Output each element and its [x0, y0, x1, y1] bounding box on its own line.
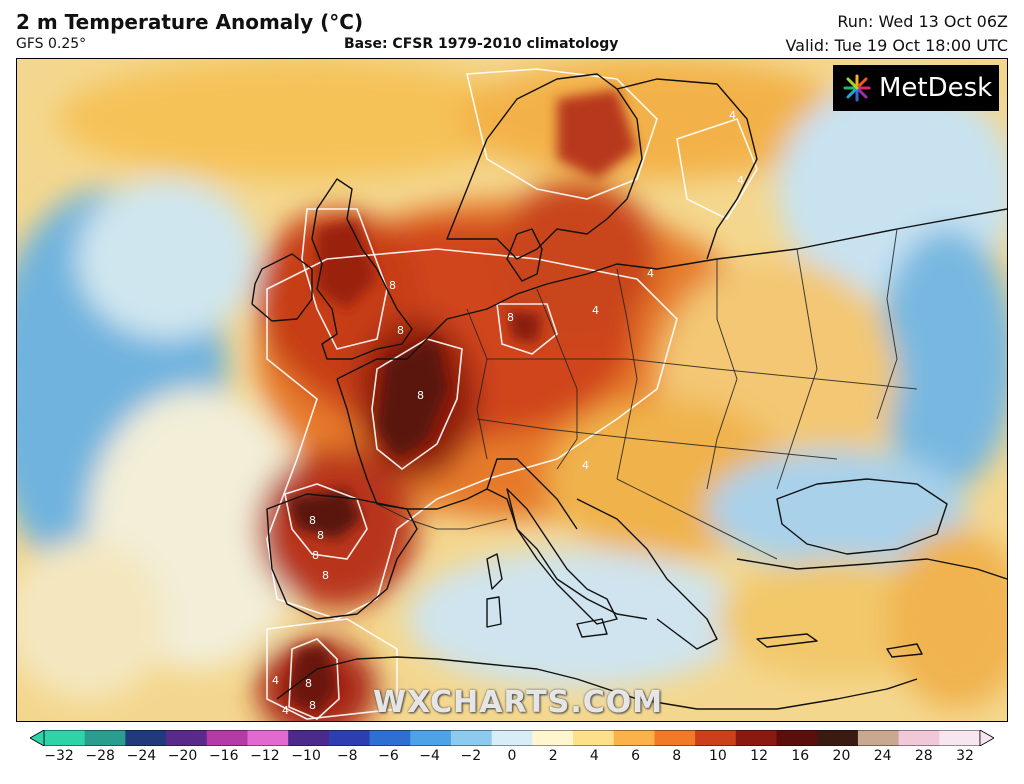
contour-label: 4	[647, 267, 654, 280]
contour-label: 4	[729, 109, 736, 122]
colorbar-tick-label: −8	[336, 748, 358, 764]
contour-label: 8	[312, 549, 319, 562]
colorbar-tick-label: −6	[378, 748, 399, 764]
country-borders	[376, 228, 918, 560]
colorbar-tick-label: −20	[167, 748, 198, 764]
metdesk-logo-text: MetDesk	[879, 73, 993, 103]
colorbar-tick-label: −4	[419, 748, 440, 764]
contour-labels: 8 8 8 8 8 8 8 8 8 8 4 4 4 4 4 4 4	[272, 109, 744, 717]
contour-label: 8	[507, 311, 514, 324]
colorbar-segment	[450, 730, 493, 746]
colorbar-segment	[247, 730, 289, 746]
contour-label: 4	[272, 674, 279, 687]
contour-label: 8	[322, 569, 329, 582]
run-time-label: Run: Wed 13 Oct 06Z	[837, 12, 1008, 31]
colorbar-segment	[44, 730, 86, 746]
wxcharts-watermark: WXCHARTS.COM	[373, 685, 664, 720]
colorbar-segment	[532, 730, 574, 746]
contour-label: 8	[305, 677, 312, 690]
valid-time-label: Valid: Tue 19 Oct 18:00 UTC	[785, 36, 1008, 55]
contour-label: 8	[317, 529, 324, 542]
colorbar-tick-label: −10	[291, 748, 321, 764]
colorbar-tick-label: 20	[832, 748, 851, 764]
chart-title: 2 m Temperature Anomaly (°C)	[16, 10, 364, 34]
metdesk-logo: MetDesk	[833, 65, 999, 111]
colorbar-segment	[654, 730, 696, 746]
contour-label: 8	[389, 279, 396, 292]
colorbar-legend: −32 −28 −24 −20 −16 −12 −10 −8 −6 −4 −2 0 2 4 6 8 10 12 16…	[30, 730, 994, 784]
model-label: GFS 0.25°	[16, 36, 87, 52]
coastlines	[251, 73, 1007, 710]
contour-label: 4	[737, 174, 744, 187]
contour-label: 8	[417, 389, 424, 402]
colorbar-tick-label: 0	[507, 748, 517, 764]
colorbar-tick-label: −28	[85, 748, 115, 764]
colorbar-segment	[410, 730, 452, 746]
colorbar-tick-label: 6	[631, 748, 640, 764]
colorbar-segment	[735, 730, 778, 746]
base-climatology-label: Base: CFSR 1979-2010 climatology	[344, 36, 619, 52]
colorbar-segment	[369, 730, 411, 746]
contour-label: 4	[282, 704, 289, 717]
colorbar-segment	[939, 730, 981, 746]
contour-label: 8	[309, 699, 316, 712]
anomaly-contours	[266, 68, 758, 720]
colorbar-segment	[491, 730, 533, 746]
temperature-anomaly-map: 8 8 8 8 8 8 8 8 8 8 4 4 4 4 4 4 4	[16, 58, 1008, 722]
colorbar-segment	[695, 730, 737, 746]
colorbar-tick-label: −2	[460, 748, 482, 764]
contour-label: 4	[582, 459, 589, 472]
anomaly-field	[17, 59, 1007, 721]
colorbar-low-arrow	[30, 730, 45, 746]
colorbar-tick-label: 10	[708, 748, 727, 764]
colorbar-segment	[328, 730, 371, 746]
colorbar-segment	[613, 730, 656, 746]
colorbar-high-arrow	[979, 730, 994, 746]
colorbar-segment	[288, 730, 330, 746]
colorbar-tick-label: −24	[126, 748, 157, 764]
colorbar-segment	[84, 730, 126, 746]
colorbar-tick-label: −12	[250, 748, 280, 764]
colorbar-tick-label: 32	[956, 748, 974, 764]
colorbar-tick-label: 28	[914, 748, 933, 764]
colorbar-segment	[125, 730, 167, 746]
colorbar-tick-label: 16	[791, 748, 810, 764]
colorbar-segment	[776, 730, 818, 746]
colorbar-tick-label: 2	[548, 748, 558, 764]
colorbar-tick-label: 12	[750, 748, 768, 764]
colorbar-segment	[206, 730, 249, 746]
metdesk-burst-icon	[843, 74, 871, 102]
contour-label: 8	[397, 324, 404, 337]
strong-anomaly-cores	[287, 89, 637, 714]
colorbar	[30, 730, 994, 746]
contour-label: 8	[309, 514, 316, 527]
colorbar-segment	[857, 730, 900, 746]
colorbar-segment	[817, 730, 859, 746]
colorbar-segment	[573, 730, 615, 746]
colorbar-tick-label: 4	[589, 748, 599, 764]
colorbar-tick-label: 24	[873, 748, 892, 764]
colorbar-segment	[166, 730, 208, 746]
chart-header: 2 m Temperature Anomaly (°C) GFS 0.25° B…	[0, 0, 1024, 58]
contour-label: 4	[592, 304, 599, 317]
colorbar-tick-label: −32	[44, 748, 74, 764]
colorbar-tick-label: −16	[208, 748, 239, 764]
colorbar-segment	[898, 730, 940, 746]
colorbar-tick-labels: −32 −28 −24 −20 −16 −12 −10 −8 −6 −4 −2 0 2 4 6 8 10 12 16…	[30, 748, 994, 768]
map-canvas: 8 8 8 8 8 8 8 8 8 8 4 4 4 4 4 4 4	[17, 59, 1007, 721]
colorbar-segments	[43, 730, 981, 746]
colorbar-tick-label: 8	[672, 748, 682, 764]
